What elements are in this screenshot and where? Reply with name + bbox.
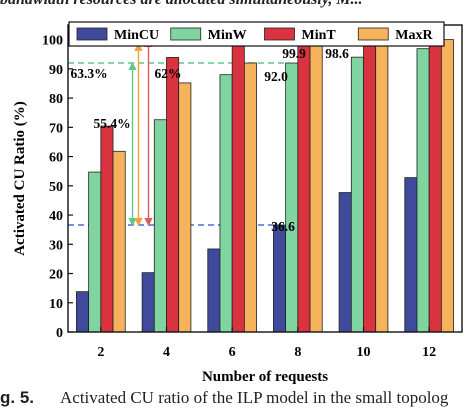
y-tick-label: 100 [42, 34, 63, 49]
y-tick-label: 30 [49, 238, 63, 253]
bar-maxr-4 [178, 82, 192, 333]
legend-label-mincu: MinCU [114, 28, 159, 43]
bar-minw-10 [350, 56, 364, 333]
data-label: 55.4% [93, 116, 130, 131]
x-tick-label: 6 [229, 345, 236, 360]
bar-mint-8 [297, 39, 311, 333]
y-tick-label: 70 [49, 121, 63, 136]
bar-maxr-2 [112, 150, 126, 333]
x-tick-label: 12 [422, 345, 436, 360]
y-tick-label: 40 [49, 209, 63, 224]
bar-mincu-2 [76, 291, 90, 333]
data-label: 62% [155, 66, 182, 81]
bar-maxr-8 [309, 43, 323, 333]
bar-minw-6 [219, 74, 233, 333]
figure-caption: g. 5. Activated CU ratio of the ILP model… [0, 388, 474, 409]
data-label: 98.6 [325, 46, 349, 61]
bar-mincu-10 [338, 192, 352, 333]
bar-minw-12 [416, 48, 430, 333]
annotations-group: 55.4% 63.3% 62% 99.9 98.6 92.0 36.6 [70, 38, 349, 234]
bar-mincu-4 [141, 272, 155, 333]
legend-swatch-minw [170, 27, 202, 41]
y-tick-label: 90 [49, 63, 63, 78]
y-tick-label: 60 [49, 151, 63, 166]
x-tick-label: 10 [357, 345, 371, 360]
y-tick-label: 80 [49, 92, 63, 107]
axes-group: 0 10 20 30 40 50 60 70 80 90 100 2 4 6 8 10 12 Number of … [12, 24, 463, 385]
bar-maxr-6 [243, 62, 257, 333]
caption-label: g. 5. [0, 388, 35, 407]
x-tick-label: 4 [163, 345, 170, 360]
legend: MinCU MinW MinT MaxR [68, 21, 445, 47]
y-tick-label: 10 [49, 297, 63, 312]
legend-swatch-mint [264, 27, 295, 41]
caption-text: Activated CU ratio of the ILP model in t… [60, 388, 449, 407]
bar-mint-10 [363, 39, 377, 333]
bar-mint-6 [231, 42, 245, 333]
data-label: 92.0 [264, 69, 288, 84]
bar-mincu-8 [273, 224, 287, 333]
y-tick-label: 0 [56, 326, 63, 341]
cropped-top-text: bandwidth resources are allocated simult… [0, 0, 474, 11]
bar-mint-4 [166, 57, 180, 333]
bar-maxr-10 [375, 39, 389, 333]
y-axis-label: Activated CU Ratio (%) [12, 101, 28, 256]
bar-maxr-12 [440, 39, 454, 333]
x-tick-label: 2 [97, 345, 104, 360]
legend-label-maxr: MaxR [395, 28, 433, 43]
legend-swatch-maxr [357, 27, 389, 41]
data-label: 36.6 [271, 219, 295, 234]
data-label: 63.3% [70, 66, 107, 81]
legend-swatch-mincu [76, 27, 108, 41]
y-tick-label: 50 [49, 180, 63, 195]
data-label: 99.9 [282, 46, 306, 61]
bar-minw-2 [88, 171, 102, 333]
x-tick-label: 8 [294, 345, 301, 360]
legend-label-minw: MinW [208, 28, 247, 43]
bar-mincu-12 [404, 177, 418, 333]
bar-minw-4 [153, 119, 167, 333]
bar-mint-12 [428, 39, 442, 333]
x-axis-label: Number of requests [202, 369, 328, 385]
bars-group [76, 39, 454, 333]
bar-mincu-6 [207, 248, 221, 333]
bar-minw-8 [285, 62, 299, 333]
y-tick-label: 20 [49, 268, 63, 283]
bar-mint-2 [100, 125, 114, 333]
legend-label-mint: MinT [302, 28, 337, 43]
